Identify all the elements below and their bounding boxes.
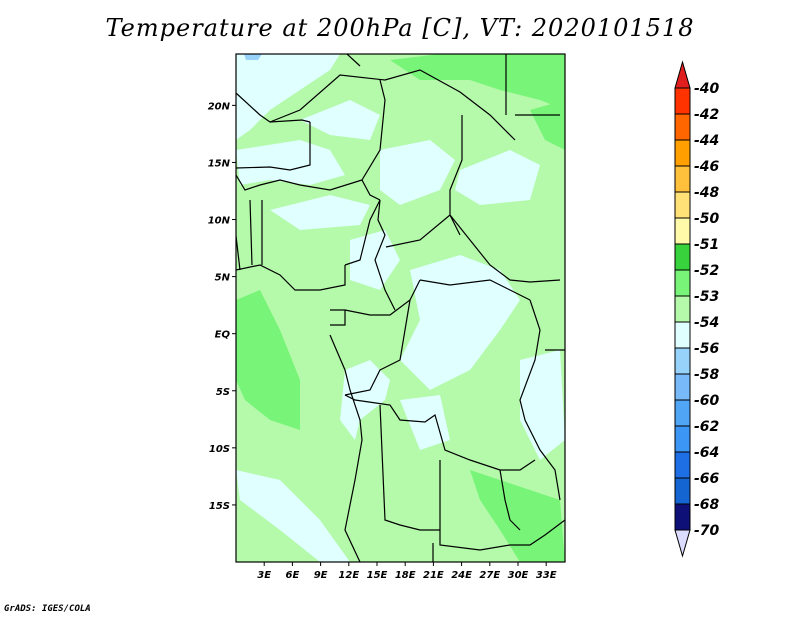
colorbar-swatch xyxy=(674,217,691,245)
lon-tick-label: 30E xyxy=(508,570,529,581)
lon-tick-label: 18E xyxy=(395,570,416,581)
colorbar-top-arrow xyxy=(674,60,691,89)
colorbar-swatch xyxy=(674,243,691,271)
colorbar-swatch xyxy=(674,399,691,427)
colorbar-label: -52 xyxy=(694,263,719,279)
lon-tick-label: 24E xyxy=(451,570,472,581)
lat-tick-label: 5S xyxy=(216,387,230,398)
colorbar-label: -50 xyxy=(694,211,720,227)
colorbar-swatch xyxy=(674,165,691,193)
lat-tick-label: 10S xyxy=(209,444,230,455)
colorbar-label: -44 xyxy=(694,133,719,149)
colorbar-swatch xyxy=(674,425,691,453)
colorbar-label: -53 xyxy=(694,289,719,305)
lon-tick-label: 33E xyxy=(536,570,557,581)
colorbar-swatch xyxy=(674,87,691,115)
colorbar-swatch xyxy=(674,191,691,219)
country-borders xyxy=(236,54,565,562)
colorbar-label: -68 xyxy=(694,497,720,513)
colorbar-label: -42 xyxy=(694,107,719,123)
grads-credit: GrADS: IGES/COLA xyxy=(4,604,91,614)
lon-tick-label: 27E xyxy=(479,570,500,581)
colorbar-swatch xyxy=(674,269,691,297)
colorbar-label: -58 xyxy=(694,367,720,383)
colorbar-label: -64 xyxy=(694,445,719,461)
lon-tick-label: 21E xyxy=(423,570,444,581)
colorbar-swatch xyxy=(674,477,691,505)
lat-tick-label: EQ xyxy=(215,330,231,341)
colorbar-label: -60 xyxy=(694,393,720,409)
colorbar-swatch xyxy=(674,139,691,167)
colorbar-label: -51 xyxy=(694,237,719,253)
lat-tick-label: 10N xyxy=(208,216,231,227)
temperature-field xyxy=(236,54,565,562)
colorbar-swatch xyxy=(674,451,691,479)
colorbar-legend: -40 -42 -44 -46 -48 -50 -51 -52 -53 -54 -56 -58 -60 -… xyxy=(674,60,720,558)
colorbar-swatch xyxy=(674,113,691,141)
lon-tick-label: 6E xyxy=(286,570,300,581)
lat-tick-label: 5N xyxy=(215,273,231,284)
lat-tick-label: 20N xyxy=(208,101,231,112)
lon-tick-label: 12E xyxy=(338,570,359,581)
colorbar-swatch xyxy=(674,295,691,323)
colorbar-label: -66 xyxy=(694,471,720,487)
longitude-axis: 3E 6E 9E 12E 15E 18E 21E 24E 27E 30E 33E xyxy=(257,562,557,581)
lat-tick-label: 15N xyxy=(208,158,231,169)
lon-tick-label: 15E xyxy=(367,570,388,581)
colorbar-swatch xyxy=(674,321,691,349)
colorbar-bottom-arrow xyxy=(674,529,691,558)
lon-tick-label: 3E xyxy=(257,570,271,581)
colorbar-swatch xyxy=(674,503,691,531)
plot-title: Temperature at 200hPa [C], VT: 202010151… xyxy=(105,14,695,42)
colorbar-label: -56 xyxy=(694,341,720,357)
colorbar-label: -70 xyxy=(694,523,720,539)
colorbar-label: -48 xyxy=(694,185,720,201)
colorbar-swatch xyxy=(674,347,691,375)
colorbar-swatch xyxy=(674,373,691,401)
colorbar-label: -46 xyxy=(694,159,720,175)
latitude-axis: 20N 15N 10N 5N EQ 5S 10S 15S xyxy=(208,101,236,512)
colorbar-label: -54 xyxy=(694,315,719,331)
map-frame xyxy=(235,53,566,563)
colorbar-label: -40 xyxy=(694,81,720,97)
lon-tick-label: 9E xyxy=(314,570,328,581)
colorbar-label: -62 xyxy=(694,419,719,435)
lat-tick-label: 15S xyxy=(209,501,230,512)
